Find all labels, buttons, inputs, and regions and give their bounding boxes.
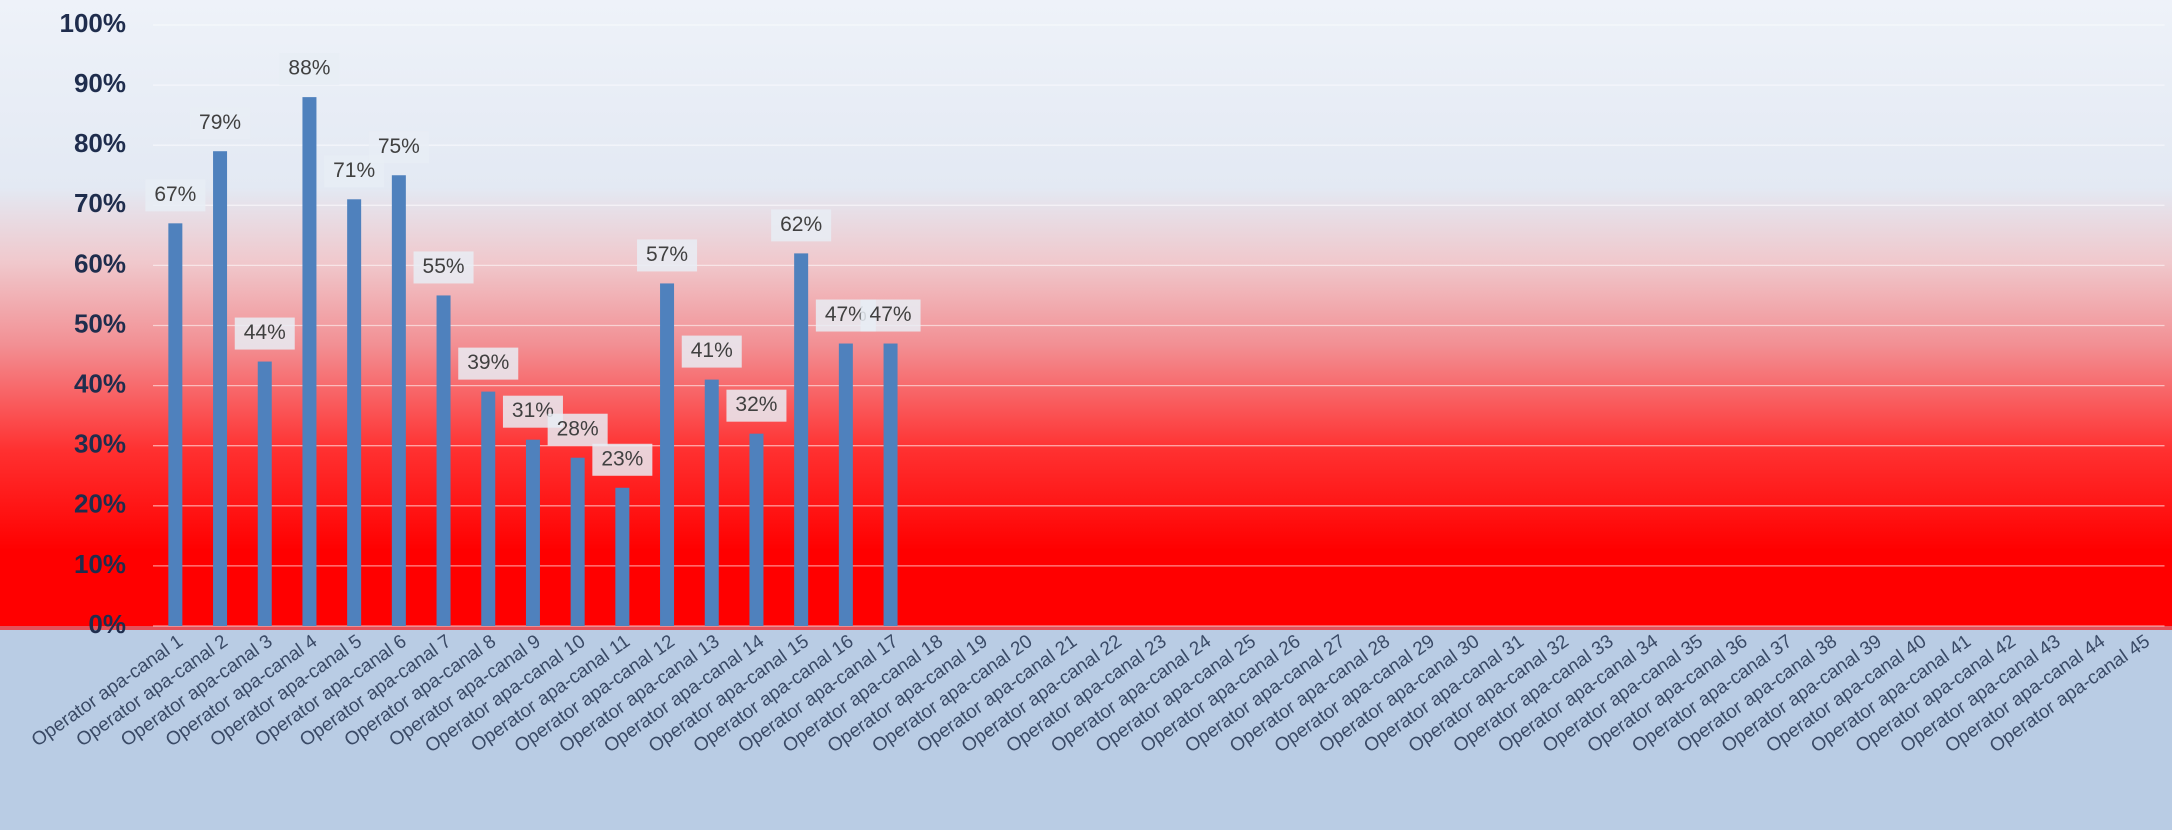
data-label: 44%: [244, 321, 286, 344]
data-label: 71%: [333, 159, 375, 182]
data-label: 32%: [735, 393, 777, 416]
data-label-box: [681, 335, 742, 368]
plot-base: [0, 600, 2172, 630]
bar: [168, 223, 183, 626]
data-label: 47%: [825, 303, 867, 326]
y-tick-label: 60%: [74, 248, 126, 278]
y-tick-label: 80%: [74, 128, 126, 158]
y-tick-label: 50%: [74, 308, 126, 338]
bar: [347, 199, 362, 627]
bar: [883, 343, 898, 626]
bar: [615, 487, 630, 626]
y-tick-label: 70%: [74, 188, 126, 218]
bar: [213, 151, 228, 626]
y-tick-label: 40%: [74, 368, 126, 398]
data-label-box: [413, 251, 474, 284]
data-label-box: [279, 53, 340, 86]
bar: [391, 175, 406, 626]
data-label: 28%: [557, 417, 599, 440]
y-tick-label: 10%: [74, 549, 126, 579]
data-label: 88%: [288, 57, 330, 80]
data-label-box: [190, 107, 251, 140]
bar: [481, 391, 496, 626]
data-label-box: [771, 209, 832, 242]
data-label-box: [726, 389, 787, 422]
data-label: 23%: [601, 447, 643, 470]
data-label: 79%: [199, 111, 241, 134]
data-label: 57%: [646, 243, 688, 266]
data-label: 39%: [467, 351, 509, 374]
data-label-box: [145, 179, 206, 212]
y-tick-label: 0%: [88, 609, 126, 639]
bar: [749, 433, 764, 626]
data-label: 55%: [423, 255, 465, 278]
data-label-box: [368, 131, 429, 164]
data-label-box: [458, 347, 519, 380]
data-label-box: [592, 443, 653, 476]
bar: [794, 253, 809, 626]
data-label-box: [637, 239, 698, 272]
bar: [704, 379, 719, 626]
y-tick-label: 90%: [74, 68, 126, 98]
bar: [570, 457, 585, 626]
data-label: 62%: [780, 213, 822, 236]
data-label: 31%: [512, 399, 554, 422]
bar: [436, 295, 451, 626]
bar: [302, 97, 317, 627]
y-tick-label: 20%: [74, 489, 126, 519]
y-tick-label: 30%: [74, 429, 126, 459]
bar: [660, 283, 675, 626]
bar: [525, 439, 540, 626]
data-label: 67%: [154, 183, 196, 206]
data-label: 75%: [378, 135, 420, 158]
y-tick-label: 100%: [60, 8, 127, 38]
bar: [257, 361, 272, 626]
data-label-box: [234, 317, 295, 350]
data-label: 47%: [870, 303, 912, 326]
data-label-box: [547, 413, 608, 446]
data-label-box: [860, 299, 921, 332]
data-label: 41%: [691, 339, 733, 362]
bar: [838, 343, 853, 626]
plot-background: [0, 0, 2172, 626]
